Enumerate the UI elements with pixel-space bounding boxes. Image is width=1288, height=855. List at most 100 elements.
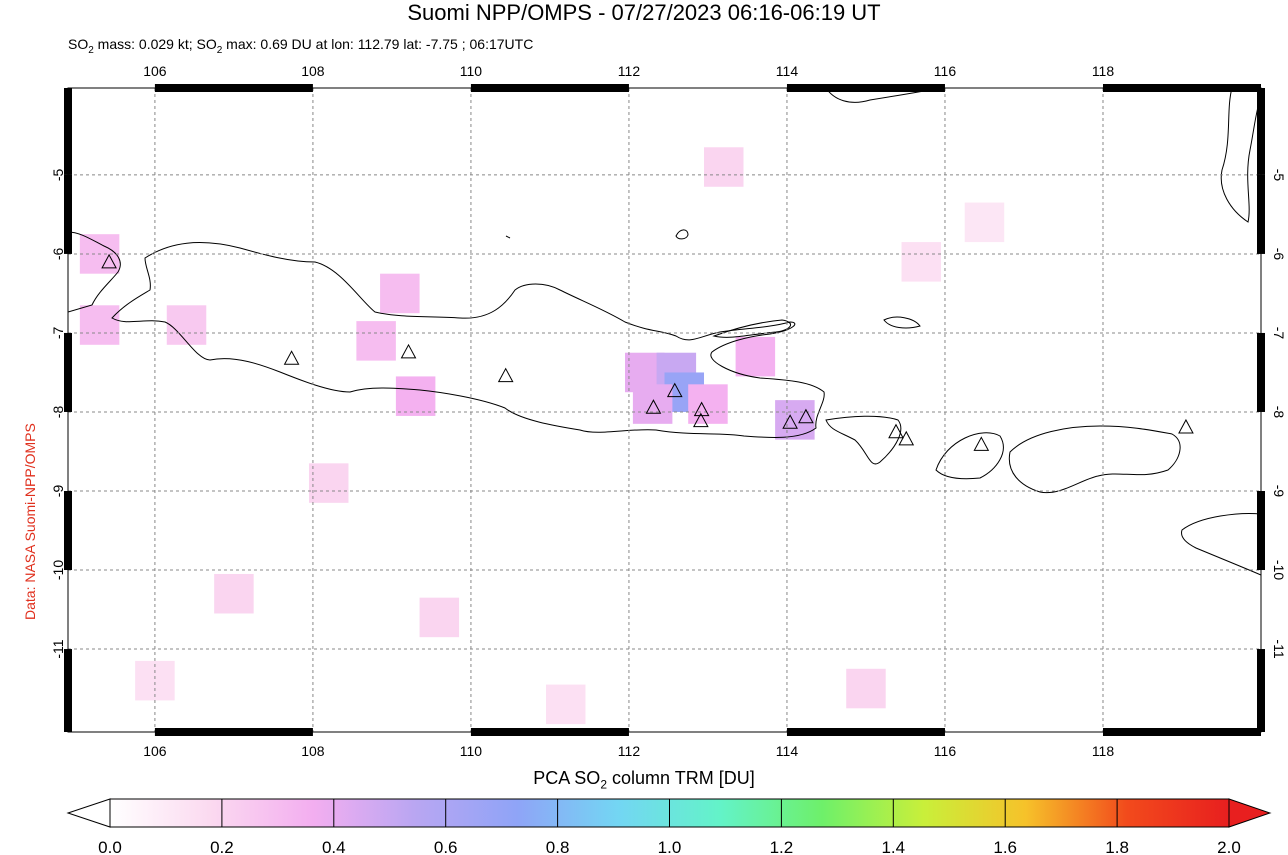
lat-tick-label-right: -8 bbox=[1271, 406, 1287, 419]
coastlines bbox=[68, 88, 1261, 576]
volcano-marker-icon bbox=[693, 412, 709, 428]
volcano-markers bbox=[101, 253, 1194, 451]
volcano-marker-icon bbox=[283, 350, 300, 365]
so2-pixel bbox=[395, 376, 436, 416]
right-frame-bar bbox=[1257, 88, 1265, 175]
lon-tick-label-bottom: 108 bbox=[301, 743, 325, 759]
lon-tick-label-bottom: 110 bbox=[460, 743, 483, 759]
right-frame-bar bbox=[1257, 174, 1265, 254]
lon-tick-label-bottom: 112 bbox=[618, 743, 641, 759]
volcano-marker-icon bbox=[898, 430, 915, 446]
lat-tick-label-left: -6 bbox=[50, 248, 66, 261]
lombok-island bbox=[935, 432, 1004, 480]
colorbar-tick-label: 2.0 bbox=[1217, 838, 1241, 855]
bali-island bbox=[825, 415, 902, 465]
lon-tick-label-bottom: 118 bbox=[1092, 743, 1115, 759]
colorbar: 0.0 0.2 0.4 0.6 0.8 1.0 1.2 1.4 1.6 1.8 2.0 bbox=[66, 798, 1272, 855]
colorbar-high-arrow bbox=[1228, 798, 1272, 828]
colorbar-tick-label: 1.6 bbox=[993, 838, 1017, 855]
axis-tick-labels: 106 106 108 108 110 110 112 112 114 114 116 116 118 1… bbox=[50, 63, 1287, 759]
so2-pixel bbox=[688, 384, 728, 424]
left-frame-bar bbox=[64, 332, 72, 412]
top-frame-bar bbox=[1102, 84, 1261, 92]
colorbar-tick-label: 0.0 bbox=[98, 838, 122, 855]
lat-tick-label-left: -7 bbox=[50, 327, 66, 340]
colorbar-tick-label: 1.8 bbox=[1105, 838, 1129, 855]
lon-tick-label-top: 118 bbox=[1092, 63, 1115, 79]
so2-pixel bbox=[308, 463, 349, 503]
bottom-frame-bar bbox=[470, 728, 629, 736]
volcano-marker-icon bbox=[666, 382, 683, 398]
colorbar-tick-label: 0.2 bbox=[210, 838, 234, 855]
lat-tick-label-right: -7 bbox=[1271, 327, 1287, 340]
sumba-island bbox=[1181, 513, 1261, 576]
lat-tick-label-right: -5 bbox=[1271, 169, 1287, 182]
colorbar-tick-label: 1.2 bbox=[770, 838, 794, 855]
top-frame-bar bbox=[470, 84, 629, 92]
so2-pixel bbox=[380, 273, 420, 314]
volcano-marker-icon bbox=[645, 399, 662, 414]
so2-pixel bbox=[775, 400, 815, 440]
volcano-marker-icon bbox=[497, 367, 514, 383]
volcano-marker-icon bbox=[888, 423, 904, 439]
volcano-marker-icon bbox=[798, 408, 814, 424]
so2-pixel bbox=[214, 573, 254, 614]
lat-tick-label-left: -9 bbox=[50, 485, 66, 498]
lat-tick-label-right: -6 bbox=[1271, 248, 1287, 261]
lat-tick-label-right: -9 bbox=[1271, 485, 1287, 498]
right-frame-bar bbox=[1257, 649, 1265, 732]
volcano-marker-icon bbox=[400, 343, 417, 359]
bottom-frame-bar bbox=[786, 728, 945, 736]
colorbar-tick-label: 1.4 bbox=[881, 838, 905, 855]
volcano-marker-icon bbox=[782, 414, 798, 429]
lon-tick-label-bottom: 116 bbox=[934, 743, 957, 759]
left-frame-bar bbox=[64, 88, 72, 175]
colorbar-low-arrow bbox=[66, 798, 111, 828]
lat-tick-label-right: -10 bbox=[1271, 560, 1287, 580]
bottom-frame-bar bbox=[1102, 728, 1261, 736]
lat-tick-label-left: -5 bbox=[50, 168, 66, 181]
graticule bbox=[68, 88, 1261, 732]
colorbar-tick-label: 1.0 bbox=[658, 838, 682, 855]
sulawesi-coast bbox=[1220, 88, 1261, 223]
lon-tick-label-bottom: 106 bbox=[143, 743, 167, 759]
bottom-frame-bar bbox=[154, 728, 313, 736]
so2-pixel bbox=[846, 668, 886, 709]
bawean-island bbox=[675, 229, 689, 240]
so2-pixel bbox=[419, 597, 460, 638]
so2-pixel-layer bbox=[79, 147, 1005, 725]
so2-pixel bbox=[545, 684, 586, 725]
lon-tick-label-bottom: 114 bbox=[776, 743, 799, 759]
lon-tick-label-top: 114 bbox=[776, 63, 799, 79]
volcano-marker-icon bbox=[1178, 418, 1194, 434]
colorbar-tick-label: 0.4 bbox=[322, 838, 346, 855]
top-frame-bar bbox=[154, 84, 313, 92]
so2-pixel bbox=[735, 336, 776, 377]
lat-tick-label-left: -11 bbox=[50, 639, 66, 658]
lon-tick-label-top: 112 bbox=[618, 63, 641, 79]
left-frame-bar bbox=[64, 174, 72, 254]
lon-tick-label-top: 110 bbox=[460, 63, 483, 79]
right-frame-bar bbox=[1257, 332, 1265, 412]
so2-pixel bbox=[964, 202, 1005, 243]
lon-tick-label-top: 106 bbox=[143, 63, 167, 79]
kangean-islands bbox=[883, 316, 921, 329]
so2-pixel bbox=[704, 147, 744, 187]
frame-tick-bars bbox=[64, 84, 1265, 736]
lon-tick-label-top: 116 bbox=[934, 63, 957, 79]
colorbar-tick-label: 0.6 bbox=[434, 838, 458, 855]
so2-pixel bbox=[632, 384, 673, 424]
lat-tick-label-left: -8 bbox=[50, 406, 66, 419]
figure-title: Suomi NPP/OMPS - 07/27/2023 06:16-06:19 … bbox=[407, 0, 881, 25]
karimunjawa-island bbox=[505, 235, 511, 239]
so2-pixel bbox=[166, 305, 207, 345]
lat-tick-label-left: -10 bbox=[50, 560, 66, 580]
lat-tick-label-right: -11 bbox=[1271, 639, 1287, 658]
left-frame-bar bbox=[64, 649, 72, 732]
lon-tick-label-top: 108 bbox=[301, 63, 325, 79]
madura-island bbox=[712, 319, 791, 338]
left-frame-bar bbox=[64, 490, 72, 571]
figure-subtitle: SO2 mass: 0.029 kt; SO2 max: 0.69 DU at … bbox=[68, 36, 534, 56]
so2-pixel bbox=[79, 305, 120, 345]
